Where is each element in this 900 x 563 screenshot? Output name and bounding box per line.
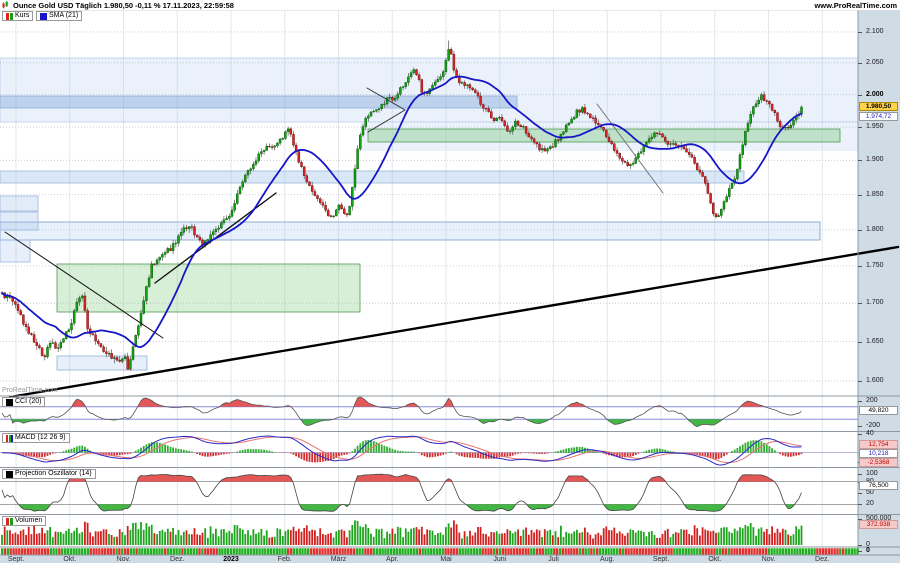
- sma-line-icon: [40, 12, 47, 20]
- cci-value-box: 49,820: [859, 406, 898, 415]
- volume-value-box: 372.938: [859, 520, 898, 529]
- macd-line-value-box: 10,218: [859, 449, 898, 458]
- cci-icon: [6, 398, 13, 406]
- chart-title: Ounce Gold USD Täglich 1.980,50 -0,11 % …: [13, 1, 234, 10]
- projection-icon: [6, 470, 13, 478]
- macd-hist-value-box: -2,5368: [859, 458, 898, 467]
- cci-panel-chip[interactable]: CCI (20): [2, 397, 46, 407]
- volume-icon: [6, 517, 13, 525]
- legend-sma-label: SMA (21): [49, 12, 79, 19]
- macd-panel-label: MACD (12 26 9): [15, 434, 66, 441]
- volume-panel-label: Volumen: [15, 517, 43, 524]
- prorealtime-logo-icon: [2, 1, 8, 9]
- title-bar: Ounce Gold USD Täglich 1.980,50 -0,11 % …: [0, 0, 900, 10]
- macd-signal-value-box: 12,754: [859, 440, 898, 449]
- macd-icon: [6, 434, 13, 442]
- prorealtime-link[interactable]: www.ProRealTime.com: [814, 1, 897, 10]
- last-price-box: 1.980,50: [859, 102, 898, 111]
- projection-panel-label: Projection Oszillator (14): [15, 470, 92, 477]
- price-candles-icon: [6, 12, 13, 20]
- projection-panel-chip[interactable]: Projection Oszillator (14): [2, 469, 96, 479]
- cci-panel-label: CCI (20): [15, 398, 42, 405]
- volume-panel-chip[interactable]: Volumen: [2, 516, 47, 526]
- legend-price-label: Kurs: [15, 12, 30, 19]
- time-axis-row: [0, 555, 858, 563]
- watermark: ProRealTime.com: [2, 387, 58, 394]
- sma-value-box: 1.974,72: [859, 112, 898, 121]
- legend-sma-chip[interactable]: SMA (21): [36, 11, 83, 21]
- legend-price-chip[interactable]: Kurs: [2, 11, 34, 21]
- projection-value-box: 76,500: [859, 481, 898, 490]
- macd-panel-chip[interactable]: MACD (12 26 9): [2, 433, 70, 443]
